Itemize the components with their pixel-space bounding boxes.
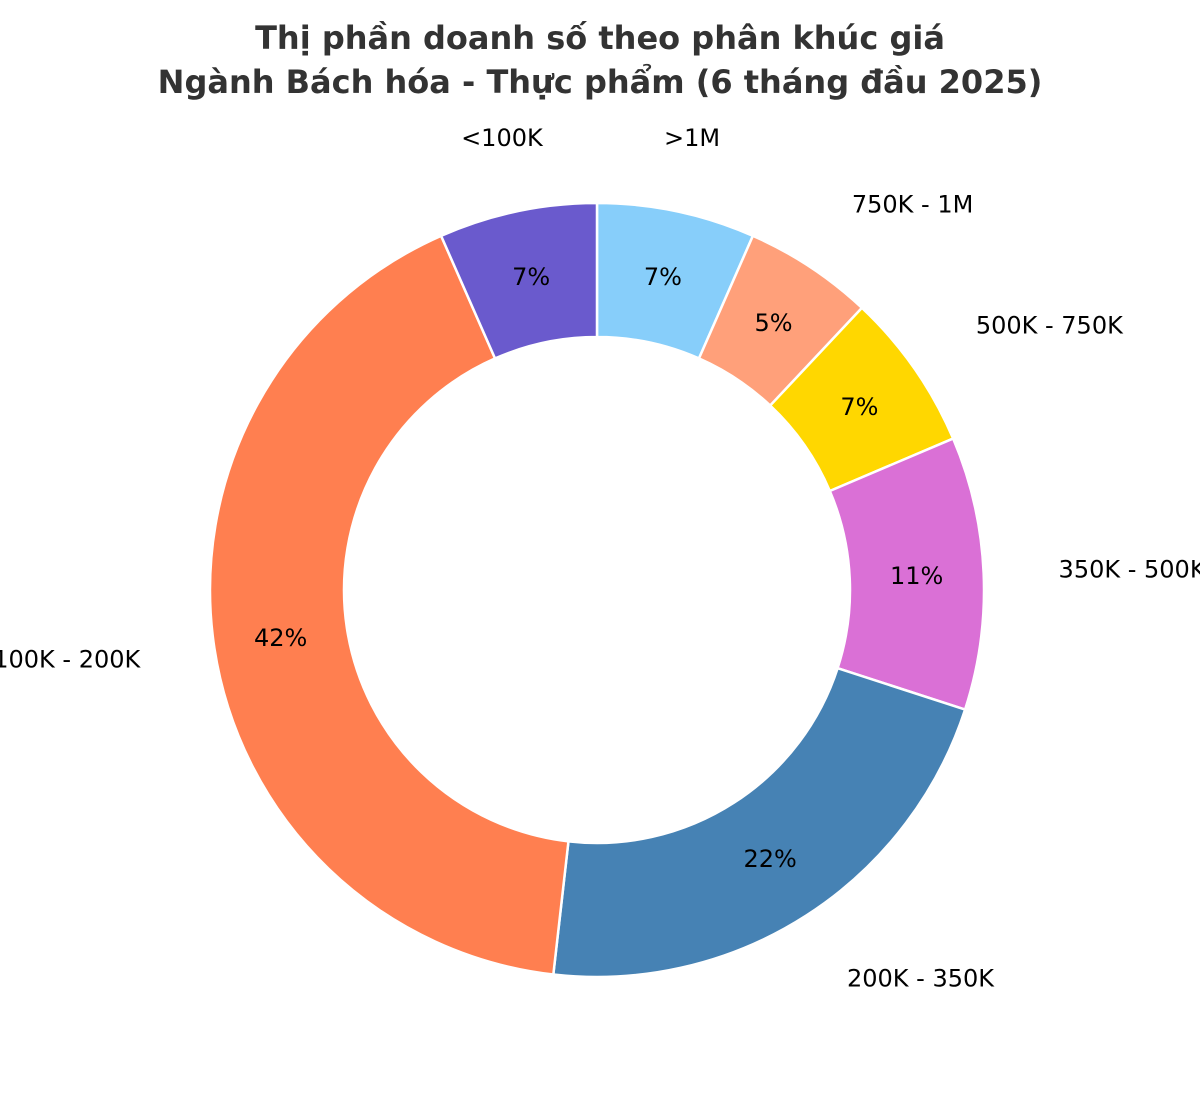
- donut-slice: [208, 234, 570, 976]
- slice-category-label: >1M: [664, 124, 720, 152]
- chart-title-line1: Thị phần doanh số theo phân khúc giá: [255, 19, 945, 57]
- slice-percent-label: 22%: [743, 845, 796, 873]
- donut-slice: [551, 666, 967, 979]
- slice-category-label: 500K - 750K: [976, 312, 1124, 340]
- slice-percent-label: 5%: [754, 309, 792, 337]
- slice-category-label: 200K - 350K: [847, 965, 995, 993]
- slice-percent-label: 7%: [512, 263, 550, 291]
- chart-title: Thị phần doanh số theo phân khúc giá Ngà…: [0, 16, 1200, 104]
- slice-percent-label: 11%: [890, 562, 943, 590]
- chart-title-line2: Ngành Bách hóa - Thực phẩm (6 tháng đầu …: [157, 63, 1043, 101]
- slice-category-label: 100K - 200K: [0, 645, 142, 673]
- slice-percent-label: 7%: [840, 393, 878, 421]
- slice-category-label: <100K: [461, 124, 544, 152]
- slice-percent-label: 42%: [254, 624, 307, 652]
- slice-category-label: 750K - 1M: [852, 191, 973, 219]
- donut-slice: [439, 201, 599, 361]
- slice-percent-label: 7%: [644, 263, 682, 291]
- slice-category-label: 350K - 500K: [1059, 556, 1200, 584]
